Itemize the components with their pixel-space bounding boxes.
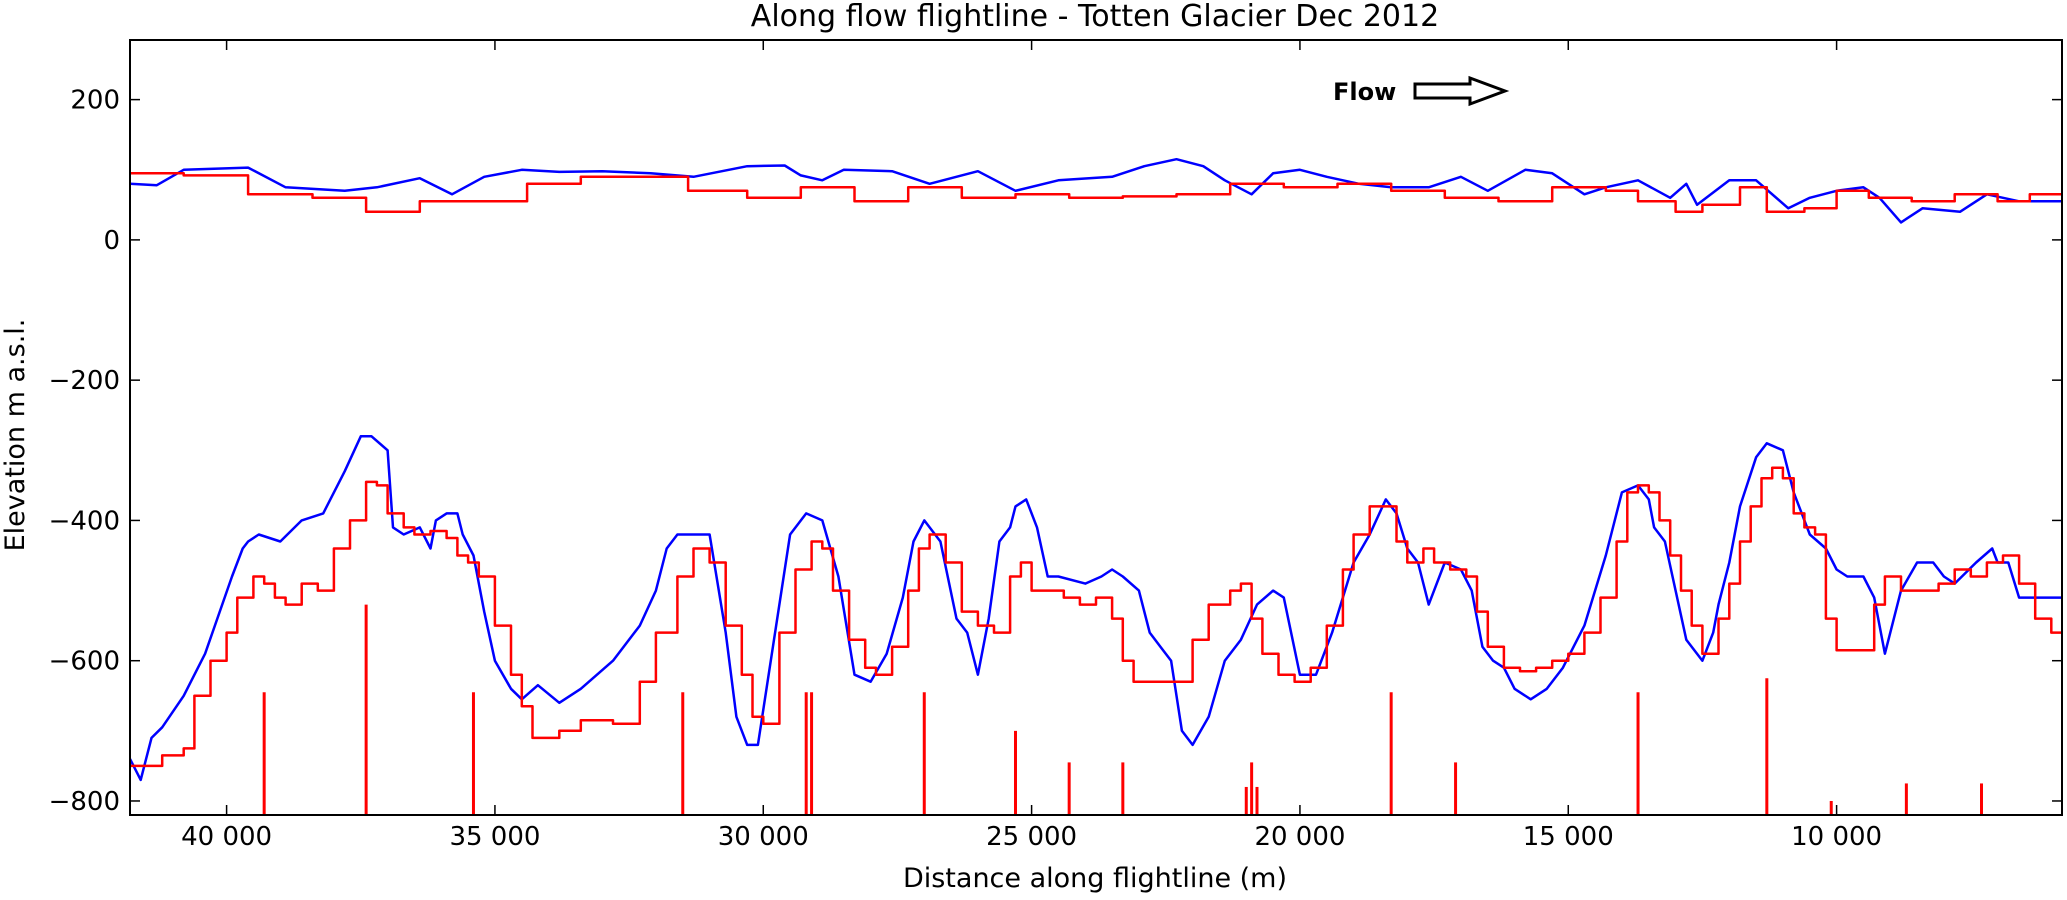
x-axis-title: Distance along flightline (m) [903, 863, 1287, 894]
y-tick-label: 0 [103, 226, 120, 256]
y-tick-label: 200 [70, 86, 120, 116]
x-tick-label: 25 000 [986, 822, 1077, 852]
series-line-red_bed [130, 466, 2062, 768]
x-tick-label: 30 000 [718, 822, 809, 852]
y-tick-label: −200 [49, 366, 120, 396]
x-tick-label: 40 000 [181, 822, 272, 852]
x-tick-label: 20 000 [1254, 822, 1345, 852]
flow-arrow-icon [1413, 75, 1510, 107]
plot-area [130, 157, 2062, 815]
series-line-blue_surface [130, 157, 2062, 224]
flow-annotation: Flow [1333, 75, 1510, 107]
y-tick-label: −600 [49, 647, 120, 677]
x-tick-label: 10 000 [1791, 822, 1882, 852]
spike-markers [262, 604, 1983, 815]
y-axis: 200 0 −200 −400 −600 −800 [49, 86, 2062, 817]
flow-label: Flow [1333, 78, 1396, 106]
plot-frame [129, 39, 2063, 816]
y-axis-title: Elevation m a.s.l. [0, 319, 31, 552]
chart-title: Along flow flightline - Totten Glacier D… [751, 0, 1439, 34]
y-tick-label: −800 [49, 787, 120, 817]
series-line-red_surface [130, 172, 2062, 214]
x-tick-label: 35 000 [449, 822, 540, 852]
x-axis: 40 000 35 000 30 000 25 000 20 000 15 000 10 0… [181, 40, 1882, 852]
series-layer [130, 157, 2062, 782]
y-tick-label: −400 [49, 506, 120, 536]
series-line-blue_bed [130, 435, 2062, 782]
x-tick-label: 15 000 [1523, 822, 1614, 852]
